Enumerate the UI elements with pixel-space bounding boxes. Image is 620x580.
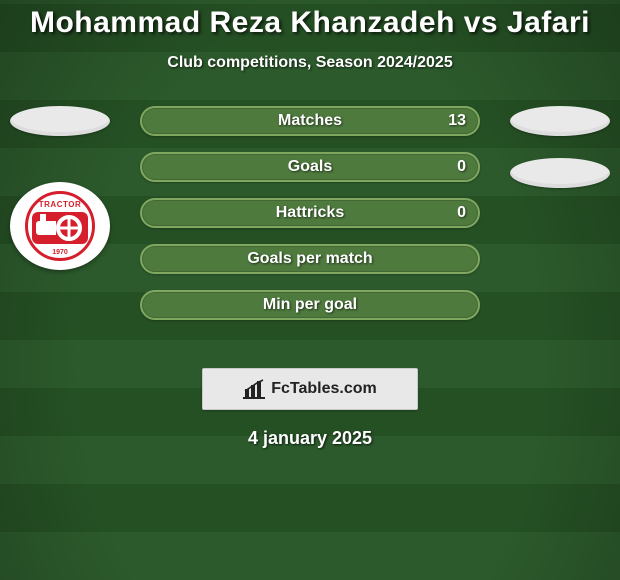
stat-row: Goals per match (140, 244, 480, 274)
stat-label: Goals (288, 158, 332, 176)
stat-label: Hattricks (276, 204, 344, 222)
tractor-wheel-icon (56, 215, 82, 241)
stat-label: Matches (278, 112, 342, 130)
comparison-area: TRACTOR 1970 Matches13Goals0Hattricks0Go… (0, 106, 620, 356)
stat-label: Min per goal (263, 296, 357, 314)
page-subtitle: Club competitions, Season 2024/2025 (0, 54, 620, 72)
badge-year-text: 1970 (28, 249, 92, 256)
club-badge-left: TRACTOR 1970 (10, 182, 110, 270)
tractor-chimney-icon (40, 214, 46, 222)
bar-chart-icon (243, 379, 265, 399)
badge-red-field (32, 212, 88, 244)
stat-row: Hattricks 0 (140, 198, 480, 228)
stat-rows: Matches 13 Goals 0 Hattricks 0 Goals per match… (140, 106, 480, 336)
stat-row: Matches 13 (140, 106, 480, 136)
content-root: Mohammad Reza Khanzadeh vs Jafari Club c… (0, 0, 620, 449)
player-right-slot-1 (510, 106, 610, 136)
tractor-body-icon (36, 221, 56, 235)
date-text: 4 january 2025 (0, 428, 620, 449)
badge-top-text: TRACTOR (28, 200, 92, 209)
tractor-club-logo: TRACTOR 1970 (25, 191, 95, 261)
brand-box: FcTables.com (202, 368, 418, 410)
stat-value-right: 13 (448, 112, 466, 130)
player-left-slot (10, 106, 110, 136)
stat-label: Goals per match (247, 250, 372, 268)
stat-row: Goals 0 (140, 152, 480, 182)
brand-text: FcTables.com (271, 380, 377, 398)
page-title: Mohammad Reza Khanzadeh vs Jafari (0, 6, 620, 40)
stat-row: Min per goal (140, 290, 480, 320)
player-right-slot-2 (510, 158, 610, 188)
stat-value-right: 0 (457, 158, 466, 176)
stat-value-right: 0 (457, 204, 466, 222)
